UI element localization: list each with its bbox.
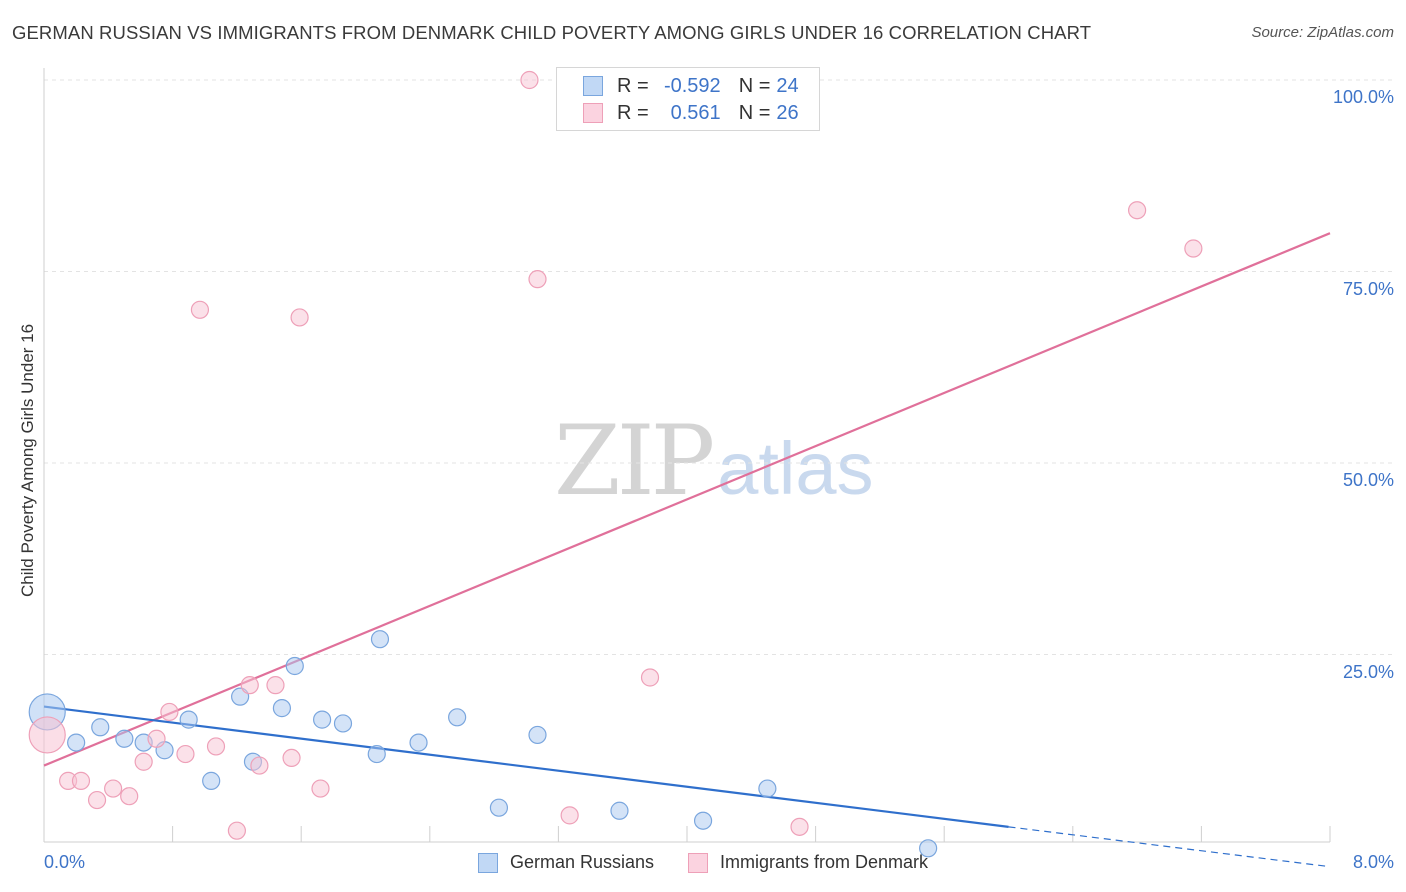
point-german-russians	[693, 811, 713, 830]
legend-item-immigrants-denmark: Immigrants from Denmark	[688, 852, 928, 873]
point-immigrants-denmark	[240, 676, 259, 695]
legend-row-german-russians: R = -0.592 N = 24	[583, 73, 799, 99]
legend-swatch-german-russians	[583, 76, 603, 96]
point-immigrants-denmark	[282, 748, 301, 768]
point-german-russians	[285, 656, 304, 676]
y-tick-label: 75.0%	[1342, 278, 1394, 299]
legend-item-german-russians: German Russians	[477, 852, 654, 873]
point-immigrants-denmark	[147, 729, 166, 748]
series-legend: German Russians Immigrants from Denmark	[0, 852, 1406, 873]
n-value: 26	[776, 101, 799, 124]
point-immigrants-denmark	[28, 716, 66, 754]
point-german-russians	[919, 839, 938, 858]
point-immigrants-denmark	[790, 817, 809, 836]
point-german-russians	[179, 710, 198, 729]
point-german-russians	[528, 725, 547, 745]
r-label: R =	[617, 101, 649, 124]
point-immigrants-denmark	[190, 300, 210, 319]
trend-line-german-russians-extrapolated	[1008, 826, 1331, 868]
point-immigrants-denmark	[1184, 239, 1203, 258]
x-tick-label: 0.0%	[44, 852, 86, 872]
legend-swatch-german-russians	[477, 852, 498, 873]
r-value: 0.561	[670, 101, 721, 124]
y-axis-label: Child Poverty Among Girls Under 16	[18, 323, 37, 597]
point-german-russians	[67, 733, 86, 752]
grid-lines	[44, 79, 1395, 655]
y-tick-label: 100.0%	[1332, 87, 1394, 107]
point-german-russians	[367, 744, 386, 764]
legend-row-immigrants-denmark: R = 0.561 N = 26	[583, 100, 799, 126]
point-immigrants-denmark	[160, 702, 179, 722]
point-german-russians	[272, 699, 292, 718]
point-german-russians	[489, 798, 509, 817]
r-label: R =	[617, 74, 649, 97]
trend-lines	[43, 232, 1331, 868]
point-immigrants-denmark	[120, 787, 139, 806]
point-german-russians	[409, 733, 428, 752]
r-value: -0.592	[663, 74, 721, 97]
y-tick-label: 50.0%	[1342, 470, 1394, 490]
point-immigrants-denmark	[104, 779, 123, 798]
point-immigrants-denmark	[311, 779, 330, 798]
chart-title: GERMAN RUSSIAN VS IMMIGRANTS FROM DENMAR…	[12, 22, 1092, 43]
point-immigrants-denmark	[266, 676, 285, 695]
point-immigrants-denmark	[71, 771, 91, 790]
point-immigrants-denmark	[528, 270, 547, 289]
axes	[43, 68, 1331, 843]
point-german-russians	[115, 729, 134, 748]
n-label: N =	[738, 101, 771, 124]
point-immigrants-denmark	[520, 70, 539, 90]
source-label: Source: ZipAtlas.com	[1251, 24, 1394, 41]
point-immigrants-denmark	[1127, 201, 1147, 220]
y-tick-label: 25.0%	[1342, 661, 1394, 682]
point-german-russians	[610, 801, 629, 820]
x-tick-label: 8.0%	[1352, 852, 1394, 872]
point-immigrants-denmark	[176, 744, 195, 764]
point-german-russians	[448, 708, 467, 727]
point-german-russians	[370, 630, 390, 649]
correlation-legend: R = -0.592 N = 24 R = 0.561 N = 26	[556, 67, 820, 131]
point-immigrants-denmark	[87, 790, 107, 810]
point-german-russians	[333, 714, 353, 733]
point-immigrants-denmark	[560, 806, 579, 825]
trend-line-immigrants-denmark	[43, 232, 1331, 767]
n-value: 24	[776, 74, 799, 97]
point-immigrants-denmark	[250, 756, 269, 775]
data-points	[28, 70, 1203, 858]
legend-label: Immigrants from Denmark	[720, 852, 929, 872]
point-german-russians	[758, 779, 777, 798]
point-immigrants-denmark	[290, 308, 309, 327]
legend-swatch-immigrants-denmark	[583, 103, 603, 123]
point-german-russians	[312, 710, 332, 729]
trend-line-german-russians	[43, 705, 1009, 828]
legend-swatch-immigrants-denmark	[688, 852, 708, 873]
n-label: N =	[738, 74, 771, 97]
point-immigrants-denmark	[134, 752, 153, 771]
legend-label: German Russians	[509, 852, 654, 872]
point-immigrants-denmark	[227, 821, 246, 840]
point-german-russians	[202, 771, 221, 790]
point-german-russians	[91, 718, 110, 737]
point-immigrants-denmark	[640, 668, 660, 687]
point-immigrants-denmark	[206, 737, 226, 756]
